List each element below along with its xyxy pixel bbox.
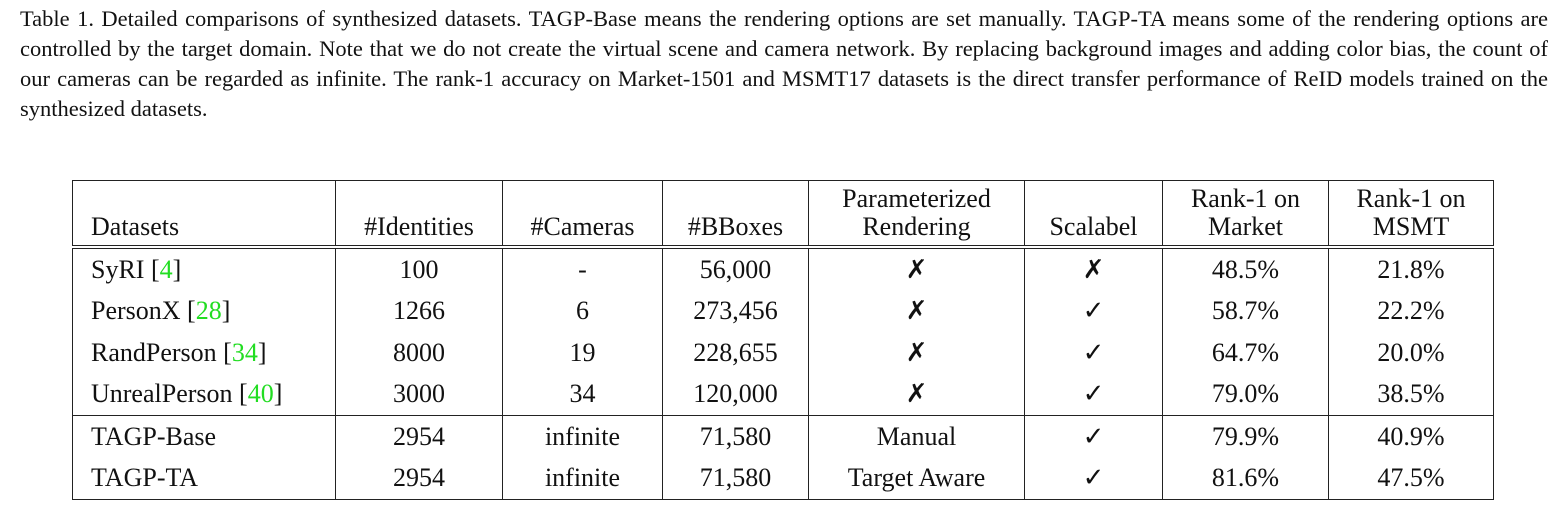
- table-cell: Target Aware: [808, 457, 1025, 500]
- table-cell: 228,655: [662, 332, 809, 374]
- table-header: Datasets #Identities #Cameras #BBoxes Parame…: [72, 180, 1494, 249]
- table-row: SyRI [4] 100-56,000 ✗ ✗ 48.5% 21.8%: [72, 247, 1494, 291]
- table-cell: ✗: [808, 290, 1025, 332]
- table-cell: 56,000: [662, 247, 809, 291]
- header-text: Datasets: [91, 212, 180, 241]
- name-text: UnrealPerson [: [91, 379, 248, 409]
- table-cell: ✗: [808, 247, 1025, 291]
- table-row: TAGP-Base 2954 infinite 71,580 Manual ✓ 79.9% 4…: [72, 415, 1494, 458]
- table-row: PersonX [28] 1266 6 273,456 ✗ ✓ 58.7% 22.2%: [72, 290, 1494, 332]
- header-text: MSMT: [1372, 212, 1450, 241]
- header-text: Market: [1207, 212, 1284, 241]
- table-cell: 22.2%: [1328, 290, 1494, 332]
- name-text: ]: [221, 296, 231, 326]
- table-cell: ✗: [1024, 247, 1163, 291]
- header-cell: Datasets: [72, 180, 336, 249]
- table-cell: 100: [335, 247, 503, 291]
- table-cell: ✓: [1024, 332, 1163, 374]
- table-cell: ✗: [808, 332, 1025, 374]
- name-text: RandPerson [: [91, 337, 232, 367]
- table-cell: 8000: [335, 332, 503, 374]
- header-cell: Rank-1 on MSMT: [1328, 180, 1494, 249]
- header-text: #Cameras: [530, 212, 635, 241]
- table-cell: 71,580: [662, 457, 809, 500]
- header-cell: Parameterized Rendering: [808, 180, 1025, 249]
- header-cell: #Identities: [335, 180, 503, 249]
- citation: 34: [231, 337, 258, 367]
- table-cell: 2954: [335, 415, 503, 458]
- name-text: TAGP-Base: [91, 421, 217, 451]
- name-text: ]: [172, 254, 182, 284]
- dataset-name: TAGP-Base: [72, 415, 336, 458]
- header-cell: Scalabel: [1024, 180, 1163, 249]
- table-cell: 120,000: [662, 373, 809, 416]
- citation: 28: [195, 296, 222, 326]
- table-cell: 79.0%: [1162, 373, 1329, 416]
- table-cell: infinite: [502, 415, 663, 458]
- table-cell: 64.7%: [1162, 332, 1329, 374]
- dataset-name: TAGP-TA: [72, 457, 336, 500]
- table-cell: Manual: [808, 415, 1025, 458]
- table-row: RandPerson [34] 8000 19 228,655 ✗ ✓ 64.7% 20.0%: [72, 332, 1494, 374]
- table-cell: 2954: [335, 457, 503, 500]
- name-text: SyRI [: [91, 254, 160, 284]
- name-text: TAGP-TA: [91, 463, 199, 493]
- caption: Table 1. Detailed comparisons of synthes…: [20, 6, 1548, 121]
- table-cell: infinite: [502, 457, 663, 500]
- table-cell: 19: [502, 332, 663, 374]
- header-text: #Identities: [364, 212, 474, 241]
- table-cell: ✗: [808, 373, 1025, 416]
- dataset-name: UnrealPerson [40]: [72, 373, 336, 416]
- citation: 4: [159, 254, 173, 284]
- table-cell: 20.0%: [1328, 332, 1494, 374]
- table-cell: ✓: [1024, 290, 1163, 332]
- table-cell: 34: [502, 373, 663, 416]
- citation: 40: [247, 379, 274, 409]
- name-text: PersonX [: [91, 296, 196, 326]
- table-cell: 79.9%: [1162, 415, 1329, 458]
- table-body: SyRI [4] 100-56,000 ✗ ✗ 48.5% 21.8% PersonX [2…: [72, 247, 1494, 500]
- header-text: Rendering: [862, 212, 971, 241]
- table-cell: 48.5%: [1162, 247, 1329, 291]
- name-text: ]: [273, 379, 283, 409]
- table-cell: 58.7%: [1162, 290, 1329, 332]
- header-text: Parameterized: [842, 184, 991, 213]
- name-text: ]: [257, 337, 267, 367]
- table-cell: 47.5%: [1328, 457, 1494, 500]
- table-row: UnrealPerson [40] 3000 34 120,000 ✗ ✓ 79.0% 38.…: [72, 373, 1494, 416]
- table-cell: 40.9%: [1328, 415, 1494, 458]
- header-cell: #BBoxes: [662, 180, 809, 249]
- table-cell: ✓: [1024, 457, 1163, 500]
- header-cell: Rank-1 on Market: [1162, 180, 1329, 249]
- table-cell: 71,580: [662, 415, 809, 458]
- header-row: Datasets #Identities #Cameras #BBoxes Parame…: [72, 180, 1494, 249]
- table-cell: ✓: [1024, 415, 1163, 458]
- header-cell: #Cameras: [502, 180, 663, 249]
- dataset-name: PersonX [28]: [72, 290, 336, 332]
- table-cell: 273,456: [662, 290, 809, 332]
- table-row: TAGP-TA 2954 infinite 71,580 Target Aware ✓ 81…: [72, 457, 1494, 500]
- table-cell: 21.8%: [1328, 247, 1494, 291]
- header-text: Rank-1 on: [1356, 184, 1466, 213]
- table: Datasets #Identities #Cameras #BBoxes Parame…: [72, 180, 1494, 500]
- table-cell: 81.6%: [1162, 457, 1329, 500]
- table-cell: -: [502, 247, 663, 291]
- dataset-name: RandPerson [34]: [72, 332, 336, 374]
- table-cell: 1266: [335, 290, 503, 332]
- table-cell: 38.5%: [1328, 373, 1494, 416]
- table-cell: 3000: [335, 373, 503, 416]
- header-text: Rank-1 on: [1190, 184, 1301, 213]
- header-text: #BBoxes: [687, 212, 784, 241]
- table-cell: ✓: [1024, 373, 1163, 416]
- dataset-name: SyRI [4]: [72, 247, 336, 291]
- header-text: Scalabel: [1049, 212, 1138, 241]
- table-cell: 6: [502, 290, 663, 332]
